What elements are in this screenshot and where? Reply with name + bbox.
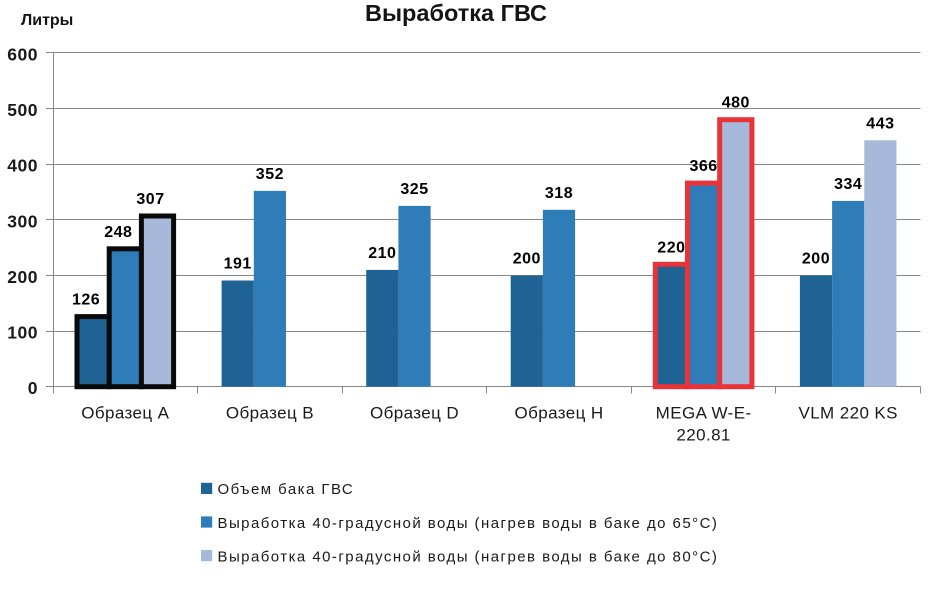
svg-text:325: 325 xyxy=(400,181,428,198)
svg-text:318: 318 xyxy=(545,185,573,202)
svg-text:VLM 220 KS: VLM 220 KS xyxy=(798,403,897,422)
svg-text:220: 220 xyxy=(657,239,685,256)
svg-text:480: 480 xyxy=(722,95,750,112)
svg-text:334: 334 xyxy=(834,176,862,193)
svg-text:307: 307 xyxy=(136,191,164,208)
svg-text:352: 352 xyxy=(256,166,284,183)
svg-text:300: 300 xyxy=(7,211,38,231)
svg-text:191: 191 xyxy=(224,256,252,273)
svg-text:200: 200 xyxy=(513,251,541,268)
svg-text:Выработка 40-градусной воды (н: Выработка 40-градусной воды (нагрев воды… xyxy=(218,548,719,565)
svg-text:Образец D: Образец D xyxy=(370,403,459,422)
svg-text:Литры: Литры xyxy=(21,12,73,29)
svg-text:100: 100 xyxy=(7,323,38,343)
svg-text:210: 210 xyxy=(368,245,396,262)
svg-text:200: 200 xyxy=(7,267,38,287)
svg-text:Выработка 40-градусной воды (н: Выработка 40-градусной воды (нагрев воды… xyxy=(218,515,719,532)
svg-text:443: 443 xyxy=(866,115,894,132)
svg-text:MEGA W-E-: MEGA W-E- xyxy=(656,403,752,422)
svg-text:600: 600 xyxy=(7,45,38,65)
svg-text:366: 366 xyxy=(689,158,717,175)
svg-text:Образец H: Образец H xyxy=(514,403,603,422)
svg-text:200: 200 xyxy=(802,251,830,268)
svg-text:126: 126 xyxy=(72,292,100,309)
svg-text:Объем бака ГВС: Объем бака ГВС xyxy=(218,481,355,498)
svg-text:248: 248 xyxy=(104,224,132,241)
svg-text:Образец B: Образец B xyxy=(226,403,314,422)
svg-text:220.81: 220.81 xyxy=(676,426,730,445)
svg-text:400: 400 xyxy=(7,156,38,176)
svg-text:Выработка ГВС: Выработка ГВС xyxy=(365,0,547,26)
svg-text:500: 500 xyxy=(7,100,38,120)
svg-text:Образец A: Образец A xyxy=(81,403,169,422)
svg-text:0: 0 xyxy=(28,378,38,398)
